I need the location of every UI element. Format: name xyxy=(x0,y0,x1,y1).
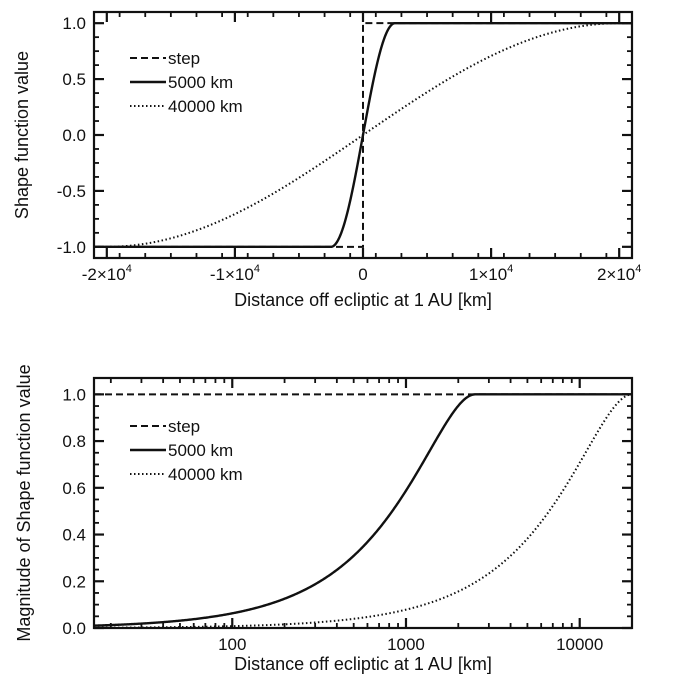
series-group xyxy=(94,21,632,249)
y-tick-label: 0.8 xyxy=(62,432,86,451)
y-tick-label: -1.0 xyxy=(57,238,86,257)
y-tick-label: 0.0 xyxy=(62,619,86,638)
x-tick-label: 1×104 xyxy=(469,263,513,284)
x-tick-exponent: 4 xyxy=(126,263,132,275)
y-tick-label: 0.0 xyxy=(62,126,86,145)
legend-label: 5000 km xyxy=(168,73,233,92)
y-tick-label: 0.2 xyxy=(62,572,86,591)
y-tick-label: 0.4 xyxy=(62,526,86,545)
legend-label: step xyxy=(168,49,200,68)
x-tick-label: 0 xyxy=(358,265,367,284)
y-tick-label: 0.5 xyxy=(62,70,86,89)
legend-label: 40000 km xyxy=(168,465,243,484)
y-axis-label: Magnitude of Shape function value xyxy=(14,364,34,641)
y-tick-label: -0.5 xyxy=(57,182,86,201)
legend-label: 40000 km xyxy=(168,97,243,116)
x-tick-label: 100 xyxy=(218,635,246,654)
x-tick-exponent: 4 xyxy=(507,263,513,275)
plot-frame xyxy=(92,376,634,630)
x-tick-label: 10000 xyxy=(556,635,603,654)
x-tick-exponent: 4 xyxy=(635,263,641,275)
x-axis-label: Distance off ecliptic at 1 AU [km] xyxy=(234,654,492,674)
legend-label: 5000 km xyxy=(168,441,233,460)
x-axis-label: Distance off ecliptic at 1 AU [km] xyxy=(234,290,492,310)
x-tick-label: 1000 xyxy=(387,635,425,654)
panel-2: 0.0 0.2 0.4 0.6 0.8 1.0 100 1000 10000 Distance o… xyxy=(14,364,634,674)
y-tick-label: 0.6 xyxy=(62,479,86,498)
series-line-40000-km xyxy=(94,22,632,248)
legend-label: step xyxy=(168,417,200,436)
series-line-40000-km xyxy=(94,393,632,628)
legend: step 5000 km 40000 km xyxy=(124,42,262,118)
x-tick-label: -1×104 xyxy=(210,263,260,284)
series-group xyxy=(94,393,632,628)
x-tick-label: -2×104 xyxy=(82,263,132,284)
panel-1: -1.0 -0.5 0.0 0.5 1.0 -2×104 -1×104 0 1×104 2×104… xyxy=(12,10,641,310)
x-tick-label: 2×104 xyxy=(597,263,641,284)
y-axis-label: Shape function value xyxy=(12,51,32,219)
legend: step 5000 km 40000 km xyxy=(124,410,262,486)
series-line-5000-km xyxy=(94,393,632,627)
x-tick-exponent: 4 xyxy=(254,263,260,275)
y-tick-label: 1.0 xyxy=(62,14,86,33)
y-tick-label: 1.0 xyxy=(62,385,86,404)
